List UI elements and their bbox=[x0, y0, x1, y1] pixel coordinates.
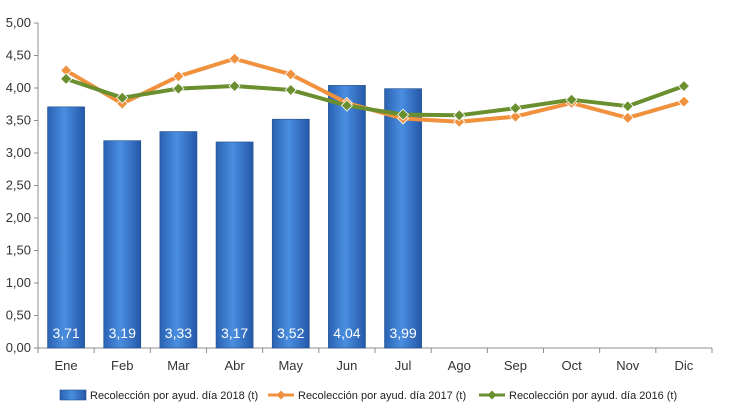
y-tick-label: 4,50 bbox=[6, 48, 31, 63]
bar-data-label: 3,33 bbox=[165, 325, 192, 341]
y-tick-label: 3,50 bbox=[6, 113, 31, 128]
bar bbox=[159, 131, 198, 349]
line-point bbox=[172, 70, 185, 83]
line-point bbox=[397, 108, 410, 121]
line-point bbox=[509, 110, 522, 123]
line-point bbox=[340, 99, 353, 112]
line-point bbox=[565, 93, 578, 106]
line-point bbox=[621, 100, 634, 113]
line-point bbox=[453, 109, 466, 122]
x-tick-label: Nov bbox=[616, 358, 640, 373]
legend: Recolección por ayud. día 2018 (t) Recole… bbox=[59, 389, 677, 402]
y-tick-label: 0,50 bbox=[6, 308, 31, 323]
line-point bbox=[284, 68, 297, 81]
x-tick-label: Oct bbox=[561, 358, 582, 373]
x-tick-label: Mar bbox=[167, 358, 190, 373]
x-tick-label: Feb bbox=[111, 358, 133, 373]
bar bbox=[328, 85, 366, 349]
y-tick-label: 2,00 bbox=[6, 210, 31, 225]
y-tick-label: 3,00 bbox=[6, 145, 31, 160]
bar bbox=[271, 118, 310, 349]
line-point bbox=[677, 79, 690, 93]
y-tick-label: 1,00 bbox=[6, 275, 31, 290]
line-point bbox=[284, 83, 297, 97]
bar-data-label: 3,71 bbox=[52, 325, 79, 341]
line-point bbox=[60, 72, 73, 85]
line-point bbox=[509, 102, 522, 115]
x-tick-label: Ene bbox=[55, 358, 78, 373]
legend-swatch bbox=[59, 389, 87, 401]
bar bbox=[215, 141, 254, 349]
lines-group bbox=[60, 52, 690, 128]
y-tick-label: 0,00 bbox=[6, 340, 31, 355]
y-tick-label: 1,50 bbox=[6, 243, 31, 258]
bar bbox=[384, 88, 422, 349]
x-tick-label: May bbox=[278, 358, 303, 373]
y-tick-label: 4,00 bbox=[6, 80, 31, 95]
bar-data-label: 3,99 bbox=[389, 325, 416, 341]
legend-marker bbox=[487, 390, 497, 400]
bar-data-label: 4,04 bbox=[333, 325, 360, 341]
x-tick-label: Ago bbox=[448, 358, 471, 373]
line-point bbox=[677, 95, 690, 108]
line-point bbox=[228, 79, 241, 93]
line-point bbox=[453, 115, 466, 128]
line-point bbox=[621, 111, 634, 124]
line-series bbox=[64, 76, 686, 118]
line-point bbox=[172, 82, 185, 95]
x-tick-label: Sep bbox=[504, 358, 527, 373]
legend-marker bbox=[276, 390, 286, 400]
bar-data-label: 3,17 bbox=[221, 325, 248, 341]
x-tick-label: Jun bbox=[336, 358, 357, 373]
bar-data-label: 3,19 bbox=[109, 325, 136, 341]
x-tick-label: Abr bbox=[224, 358, 245, 373]
x-tick-label: Jul bbox=[395, 358, 412, 373]
y-tick-label: 5,00 bbox=[6, 15, 31, 30]
bar bbox=[103, 140, 142, 349]
legend-label: Recolección por ayud. día 2016 (t) bbox=[509, 390, 677, 402]
line-point bbox=[116, 91, 129, 104]
legend-label: Recolección por ayud. día 2017 (t) bbox=[298, 390, 466, 402]
legend-label: Recolección por ayud. día 2018 (t) bbox=[90, 390, 258, 402]
line-point bbox=[228, 52, 241, 65]
y-tick-label: 2,50 bbox=[6, 178, 31, 193]
labels-group: 3,71 3,19 3,33 3,17 3,52 4,04 3,99 bbox=[52, 325, 416, 341]
bar bbox=[47, 106, 85, 349]
bars-group bbox=[47, 85, 422, 349]
axes-group: 0,00 0,50 1,00 1,50 2,00 2,50 3,00 3,50 4,00 4,50… bbox=[6, 15, 713, 373]
x-tick-label: Dic bbox=[675, 358, 694, 373]
bar-data-label: 3,52 bbox=[277, 325, 304, 341]
